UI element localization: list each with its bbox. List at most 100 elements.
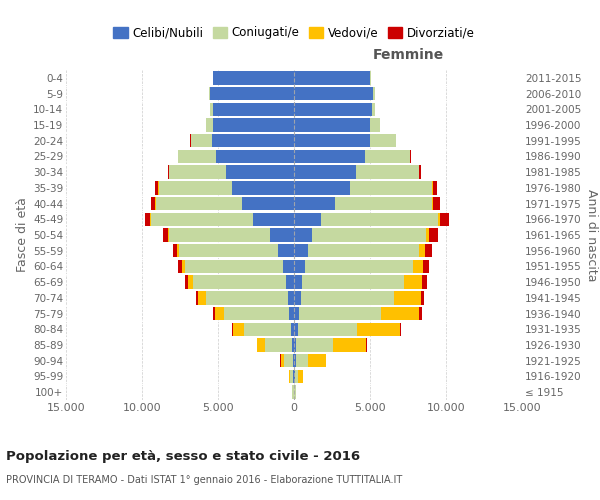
Bar	[233, 322, 244, 336]
Text: PROVINCIA DI TERAMO - Dati ISTAT 1° gennaio 2016 - Elaborazione TUTTITALIA.IT: PROVINCIA DI TERAMO - Dati ISTAT 1° genn…	[6, 475, 402, 485]
Bar	[168, 166, 169, 179]
Bar	[419, 244, 425, 258]
Text: Femmine: Femmine	[373, 48, 443, 62]
Bar	[291, 322, 294, 336]
Bar	[289, 307, 294, 320]
Bar	[308, 244, 419, 258]
Y-axis label: Fasce di età: Fasce di età	[16, 198, 29, 272]
Bar	[178, 150, 217, 163]
Bar	[433, 181, 437, 194]
Bar	[173, 244, 178, 258]
Bar	[292, 338, 294, 351]
Y-axis label: Anni di nascita: Anni di nascita	[585, 188, 598, 281]
Bar	[281, 354, 284, 368]
Bar	[151, 212, 253, 226]
Bar	[278, 244, 294, 258]
Bar	[283, 260, 294, 273]
Bar	[242, 197, 294, 210]
Bar	[215, 307, 224, 320]
Bar	[294, 166, 356, 179]
Bar	[265, 338, 292, 351]
Bar	[169, 166, 226, 179]
Bar	[284, 354, 293, 368]
Bar	[425, 244, 433, 258]
Bar	[365, 150, 410, 163]
Bar	[295, 386, 296, 399]
Bar	[294, 71, 370, 85]
Bar	[188, 276, 193, 289]
Bar	[294, 260, 305, 273]
Bar	[155, 197, 242, 210]
Bar	[191, 134, 212, 147]
Text: Popolazione per età, sesso e stato civile - 2016: Popolazione per età, sesso e stato civil…	[6, 450, 360, 463]
Bar	[370, 118, 380, 132]
Bar	[182, 260, 185, 273]
Bar	[439, 212, 440, 226]
Bar	[213, 71, 214, 85]
Bar	[404, 276, 422, 289]
Bar	[433, 197, 440, 210]
Bar	[185, 276, 188, 289]
Bar	[155, 181, 158, 194]
Bar	[244, 322, 291, 336]
Bar	[212, 134, 294, 147]
Bar	[295, 370, 298, 383]
Bar	[293, 354, 294, 368]
Bar	[301, 291, 394, 304]
Bar	[350, 181, 433, 194]
Bar	[429, 228, 439, 241]
Bar	[366, 338, 367, 351]
Bar	[440, 212, 449, 226]
Bar	[214, 71, 294, 85]
Bar	[421, 291, 424, 304]
Bar	[294, 370, 295, 383]
Bar	[423, 260, 429, 273]
Bar	[335, 197, 433, 210]
Bar	[290, 370, 293, 383]
Bar	[298, 370, 302, 383]
Bar	[382, 307, 419, 320]
Bar	[422, 276, 427, 289]
Bar	[294, 276, 302, 289]
Bar	[294, 228, 312, 241]
Bar	[214, 102, 294, 116]
Bar	[206, 291, 288, 304]
Bar	[294, 244, 308, 258]
Bar	[178, 260, 182, 273]
Bar	[333, 338, 366, 351]
Bar	[294, 197, 335, 210]
Bar	[292, 386, 293, 399]
Bar	[370, 134, 396, 147]
Bar	[288, 291, 294, 304]
Bar	[232, 181, 294, 194]
Bar	[211, 102, 214, 116]
Bar	[322, 212, 439, 226]
Bar	[163, 228, 168, 241]
Bar	[296, 354, 308, 368]
Bar	[289, 370, 290, 383]
Bar	[308, 354, 326, 368]
Bar	[198, 291, 206, 304]
Bar	[226, 166, 294, 179]
Bar	[298, 322, 357, 336]
Bar	[179, 244, 278, 258]
Bar	[371, 102, 376, 116]
Bar	[294, 291, 301, 304]
Bar	[299, 307, 382, 320]
Bar	[305, 260, 413, 273]
Bar	[185, 260, 283, 273]
Bar	[159, 181, 232, 194]
Bar	[394, 291, 421, 304]
Bar	[312, 228, 426, 241]
Bar	[419, 307, 422, 320]
Bar	[257, 338, 265, 351]
Bar	[293, 370, 294, 383]
Bar	[253, 212, 294, 226]
Bar	[356, 166, 419, 179]
Bar	[294, 118, 370, 132]
Bar	[302, 276, 404, 289]
Bar	[294, 338, 296, 351]
Bar	[145, 212, 151, 226]
Bar	[169, 228, 269, 241]
Bar	[178, 244, 179, 258]
